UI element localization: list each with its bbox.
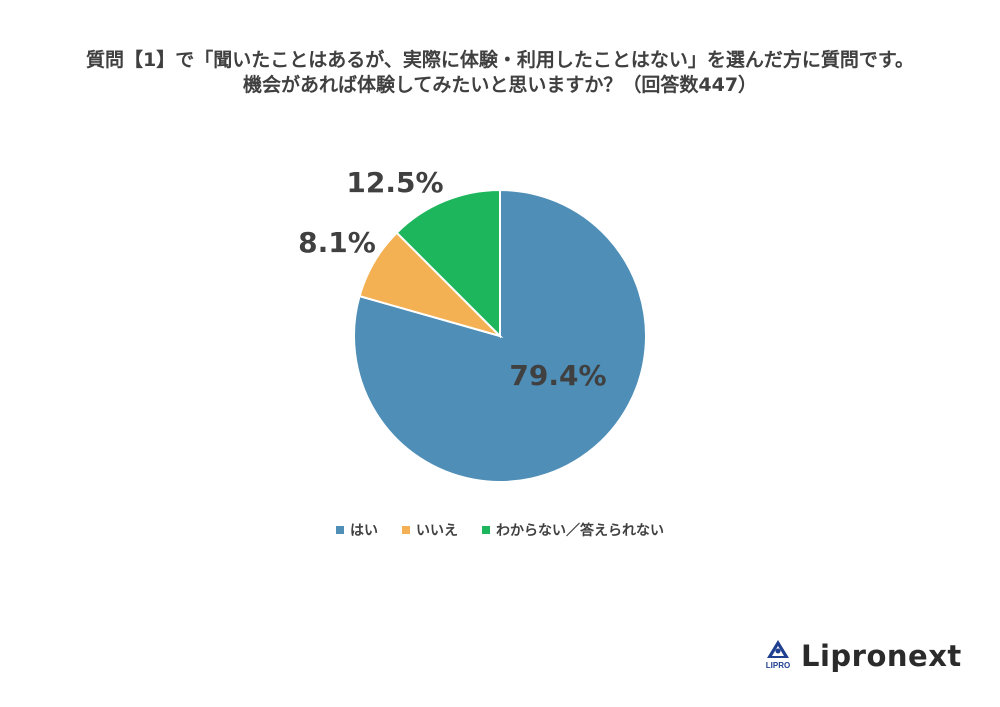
pie-label-unknown: 12.5% (346, 166, 443, 199)
legend-item-unknown: わからない／答えられない (482, 520, 664, 540)
legend-label-yes: はい (350, 523, 378, 539)
chart-title-line2: 機会があれば体験してみたいと思いますか？（回答数447） (242, 74, 758, 96)
legend-item-yes: はい (336, 520, 378, 540)
legend-item-no: いいえ (402, 520, 458, 540)
pie-slice-unknown (395, 188, 501, 339)
pie-label-no: 8.1% (298, 226, 376, 259)
chart-title: 質問【1】で「聞いたことはあるが、実際に体験・利用したことはない」を選んだ方に質… (0, 48, 1000, 98)
legend-swatch-yes (336, 526, 344, 534)
lipro-logo-icon: LIPRO (766, 640, 790, 670)
legend-swatch-no (402, 526, 410, 534)
legend-label-no: いいえ (416, 523, 458, 539)
legend-swatch-unknown (482, 526, 490, 534)
chart-legend: はい いいえ わからない／答えられない (0, 520, 1000, 540)
chart-title-line1: 質問【1】で「聞いたことはあるが、実際に体験・利用したことはない」を選んだ方に質… (86, 49, 914, 71)
legend-label-unknown: わからない／答えられない (496, 523, 664, 539)
pie-label-yes: 79.4% (509, 359, 606, 392)
logo-text: LIPRO (766, 661, 790, 670)
brand-name: Lipronext (801, 639, 962, 673)
brand-logo: LIPRO Lipronext (763, 636, 962, 676)
